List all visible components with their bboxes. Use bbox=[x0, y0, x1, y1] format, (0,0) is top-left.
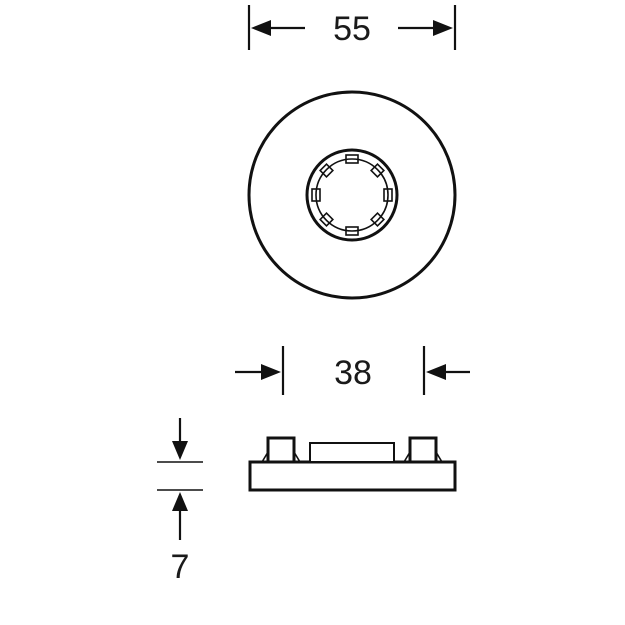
inner-ring-outer-edge bbox=[305, 148, 399, 242]
notch-top-left bbox=[319, 163, 334, 178]
arrow-right-icon bbox=[433, 20, 453, 36]
left-post-fillet-left bbox=[261, 451, 269, 463]
notch-right bbox=[383, 188, 393, 202]
dimension-label-7: 7 bbox=[171, 548, 190, 586]
arrow-up-icon bbox=[172, 492, 188, 511]
left-post-fillet-right bbox=[293, 451, 301, 463]
right-post-fillet-right bbox=[435, 451, 443, 463]
dimension-label-38: 38 bbox=[334, 354, 372, 392]
dimension-height: 7 bbox=[157, 418, 203, 586]
inner-ring-inner-edge bbox=[315, 158, 389, 232]
arrow-left-icon bbox=[251, 20, 271, 36]
notch-top bbox=[345, 154, 359, 164]
arrow-right-icon bbox=[261, 364, 281, 380]
left-post bbox=[266, 436, 296, 464]
rosette-top-view bbox=[247, 90, 457, 300]
notch-bottom-left bbox=[319, 212, 334, 227]
dimension-label-55: 55 bbox=[333, 10, 371, 48]
arrow-down-icon bbox=[172, 441, 188, 460]
spline-notches bbox=[311, 154, 393, 236]
right-post-fillet-left bbox=[403, 451, 411, 463]
notch-top-right bbox=[370, 163, 385, 178]
dimension-outer-diameter: 55 bbox=[247, 5, 457, 50]
notch-bottom bbox=[345, 226, 359, 236]
right-post bbox=[408, 436, 438, 464]
notch-left bbox=[311, 188, 321, 202]
rosette-side-view bbox=[248, 436, 457, 492]
notch-bottom-right bbox=[370, 212, 385, 227]
base-plate bbox=[248, 460, 457, 492]
arrow-left-icon bbox=[426, 364, 446, 380]
center-bridge bbox=[309, 442, 395, 463]
dimension-inner-width: 38 bbox=[235, 346, 470, 395]
